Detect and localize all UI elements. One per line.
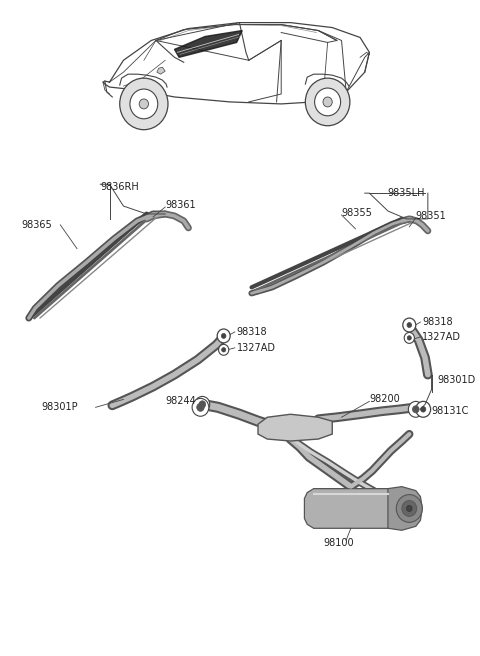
Circle shape	[120, 78, 168, 130]
Circle shape	[407, 506, 412, 512]
Circle shape	[314, 88, 341, 116]
Circle shape	[195, 396, 210, 412]
Circle shape	[403, 318, 416, 332]
Text: 1327AD: 1327AD	[237, 343, 276, 353]
Text: 98318: 98318	[422, 317, 453, 327]
Circle shape	[407, 336, 411, 340]
Text: 98318: 98318	[237, 327, 267, 337]
Circle shape	[192, 398, 209, 417]
Circle shape	[420, 407, 426, 412]
Polygon shape	[304, 489, 397, 528]
Polygon shape	[157, 67, 165, 74]
Circle shape	[217, 329, 230, 343]
Text: 98361: 98361	[165, 200, 196, 210]
Circle shape	[305, 78, 350, 126]
Text: 9835LH: 9835LH	[387, 188, 425, 198]
Text: 98301P: 98301P	[42, 402, 78, 413]
Circle shape	[130, 89, 158, 119]
Circle shape	[221, 333, 226, 338]
Polygon shape	[258, 414, 332, 441]
Circle shape	[402, 501, 417, 516]
Circle shape	[396, 495, 422, 522]
Circle shape	[408, 401, 423, 417]
Text: 98244: 98244	[165, 396, 196, 406]
Circle shape	[222, 348, 226, 352]
Text: 98100: 98100	[323, 538, 354, 548]
Circle shape	[218, 344, 229, 356]
Circle shape	[199, 401, 205, 408]
Circle shape	[323, 97, 332, 107]
Circle shape	[197, 403, 204, 411]
Text: 98200: 98200	[370, 394, 400, 404]
Text: 1327AD: 1327AD	[422, 332, 461, 342]
Text: 98365: 98365	[21, 220, 52, 230]
Polygon shape	[174, 31, 242, 57]
Text: 98301D: 98301D	[437, 375, 475, 384]
Circle shape	[139, 99, 148, 109]
Text: 98351: 98351	[416, 211, 446, 221]
Circle shape	[404, 333, 414, 343]
Text: 98131C: 98131C	[432, 406, 469, 417]
Polygon shape	[388, 487, 422, 530]
Circle shape	[407, 323, 411, 327]
Text: 98355: 98355	[342, 208, 372, 218]
Circle shape	[416, 401, 431, 417]
Circle shape	[412, 406, 419, 413]
Text: 9836RH: 9836RH	[100, 182, 139, 192]
